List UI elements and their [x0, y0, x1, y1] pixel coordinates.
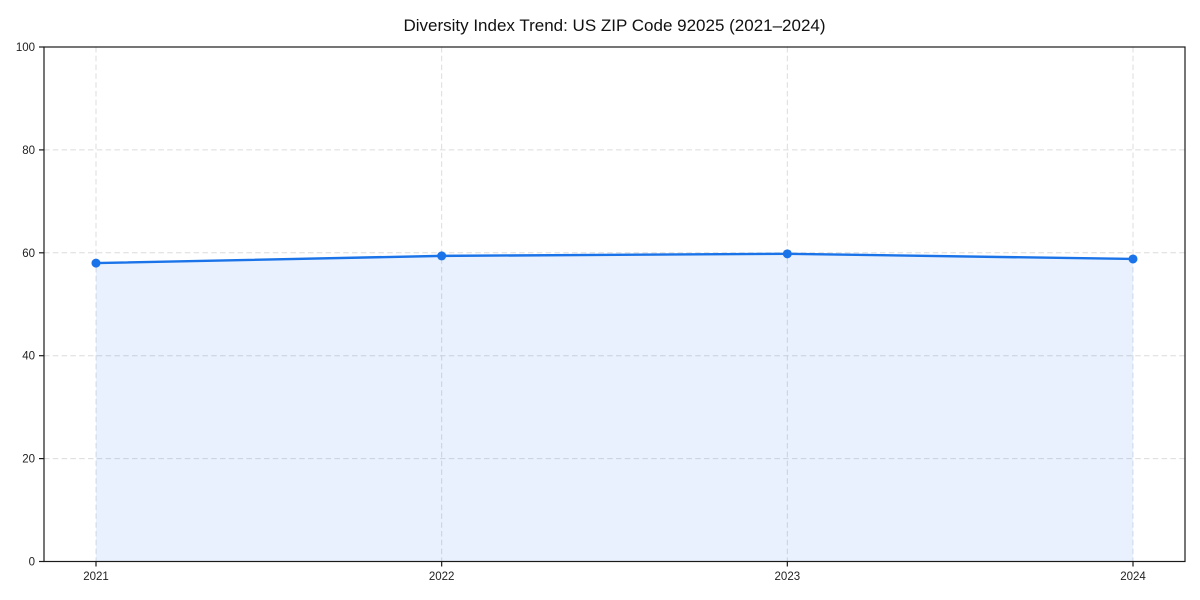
- y-tick-label: 80: [22, 145, 35, 157]
- data-point-marker: [1128, 254, 1138, 264]
- plot-border: [43, 46, 1186, 563]
- y-tick-label: 20: [22, 454, 35, 466]
- data-point-marker: [91, 258, 101, 268]
- x-tick-label: 2024: [1120, 571, 1146, 583]
- x-tick-label: 2022: [429, 571, 455, 583]
- y-tick-label: 60: [22, 248, 35, 260]
- area-fill: [96, 253, 1133, 562]
- x-tick-label: 2021: [83, 571, 109, 583]
- data-point-marker: [782, 249, 792, 259]
- y-tick-label: 40: [22, 351, 35, 363]
- plot-area: 0 20 40 60 80 100 2021 2022 2023 2024: [16, 42, 1186, 583]
- x-tick-label: 2023: [775, 571, 801, 583]
- y-tick-label: 0: [29, 557, 35, 569]
- series-line: [94, 252, 1135, 265]
- chart-title: Diversity Index Trend: US ZIP Code 92025…: [403, 16, 825, 35]
- y-tick-label: 100: [16, 42, 35, 54]
- data-point-marker: [437, 251, 447, 261]
